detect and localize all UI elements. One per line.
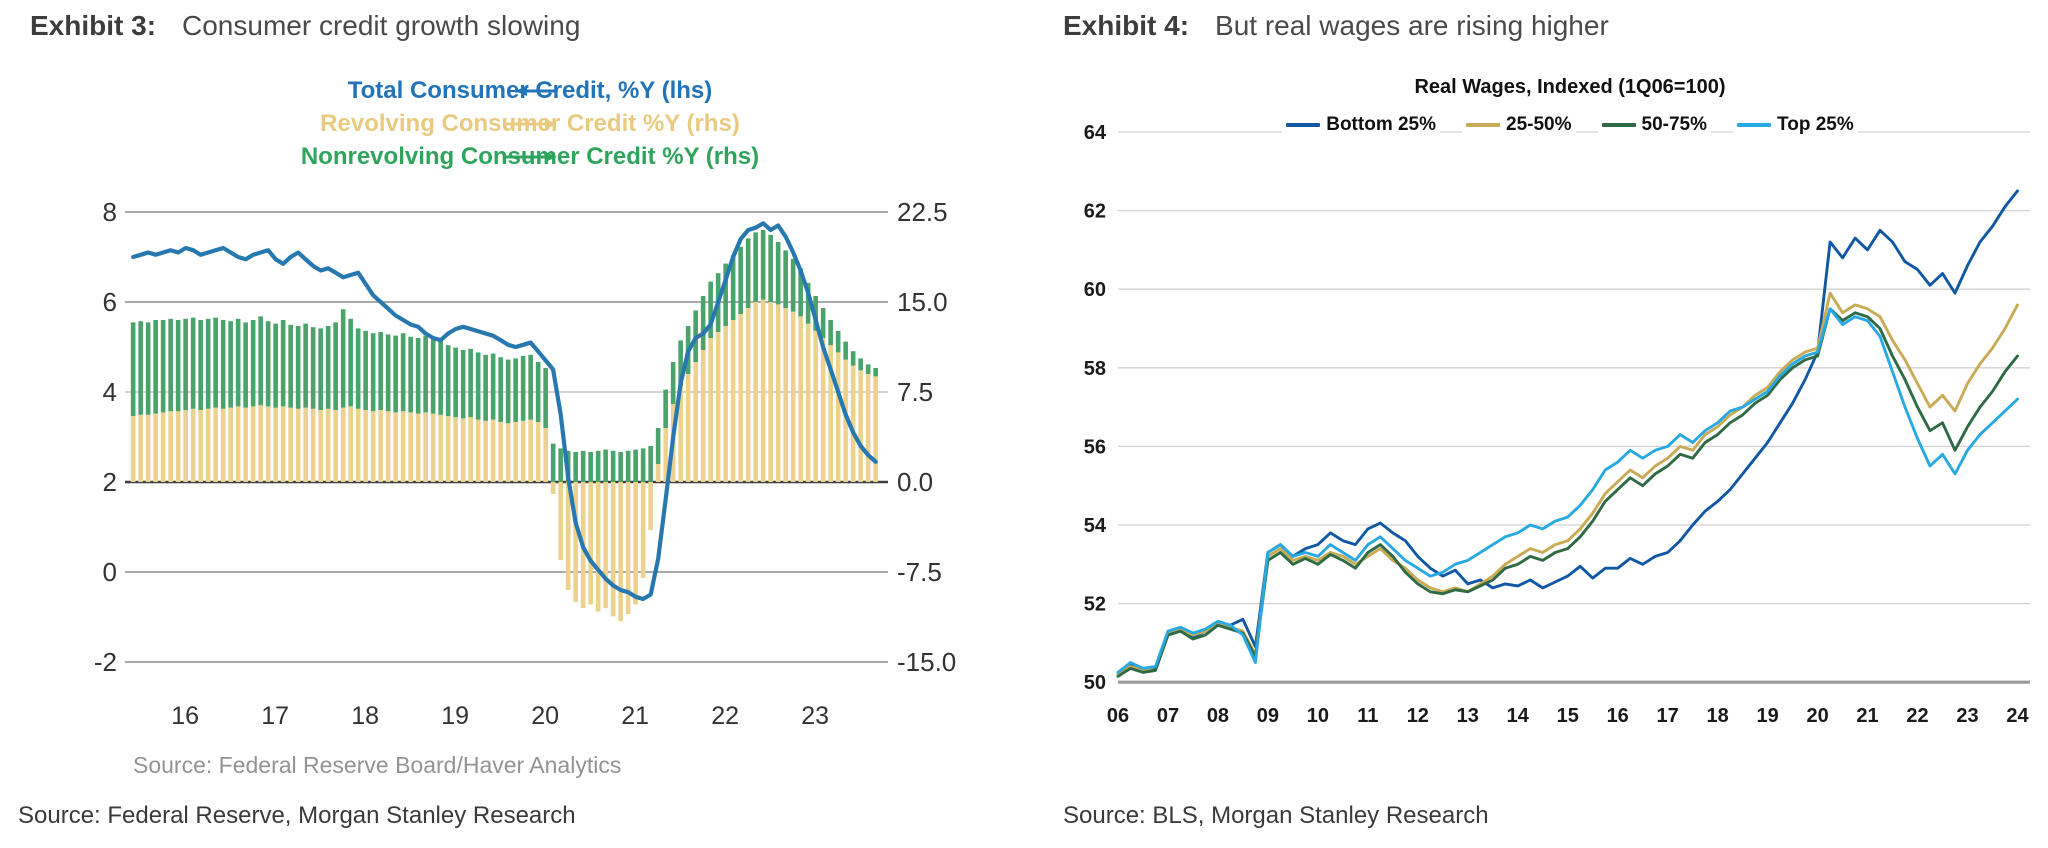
left-legend-item-0: Total Consumer Credit, %Y (lhs): [130, 74, 930, 107]
right-arrow-icon: [503, 151, 557, 162]
right-legend-item-0: Bottom 25%: [1282, 114, 1441, 136]
svg-text:2: 2: [103, 467, 117, 497]
svg-text:62: 62: [1084, 201, 1106, 223]
svg-text:22.5: 22.5: [897, 197, 948, 227]
svg-text:0.0: 0.0: [897, 467, 933, 497]
svg-text:18: 18: [1707, 705, 1729, 727]
svg-text:52: 52: [1084, 594, 1106, 616]
left-bottom-source: Source: Federal Reserve, Morgan Stanley …: [18, 802, 576, 829]
svg-text:08: 08: [1207, 705, 1229, 727]
svg-text:19: 19: [1756, 705, 1778, 727]
svg-text:14: 14: [1507, 705, 1530, 727]
svg-text:11: 11: [1357, 705, 1378, 727]
left-chart-legend: Total Consumer Credit, %Y (lhs) Revolving…: [130, 74, 930, 173]
exhibit-3-label: Exhibit 3:: [30, 10, 157, 41]
svg-text:7.5: 7.5: [897, 377, 933, 407]
svg-text:09: 09: [1257, 705, 1279, 727]
svg-text:58: 58: [1084, 358, 1106, 380]
svg-text:50: 50: [1084, 672, 1106, 694]
right-legend-item-3: Top 25%: [1733, 114, 1858, 136]
svg-text:-7.5: -7.5: [897, 557, 942, 587]
svg-text:10: 10: [1307, 705, 1329, 727]
legend-line-swatch-icon: [1737, 123, 1772, 127]
svg-text:17: 17: [261, 702, 289, 730]
right-legend-label: 50-75%: [1641, 114, 1708, 135]
right-legend-item-2: 50-75%: [1597, 114, 1712, 136]
svg-text:19: 19: [441, 702, 469, 730]
svg-text:20: 20: [531, 702, 559, 730]
svg-text:8: 8: [103, 197, 117, 227]
svg-text:17: 17: [1657, 705, 1679, 727]
left-arrow-icon: [515, 85, 557, 96]
svg-text:06: 06: [1107, 705, 1129, 727]
svg-text:22: 22: [1906, 705, 1928, 727]
right-legend-label: Top 25%: [1777, 114, 1854, 135]
svg-text:21: 21: [1856, 705, 1878, 727]
svg-text:23: 23: [1956, 705, 1978, 727]
exhibit-4-title: Exhibit 4: But real wages are rising high…: [1063, 10, 1609, 42]
svg-text:18: 18: [351, 702, 379, 730]
svg-text:12: 12: [1407, 705, 1429, 727]
svg-text:-2: -2: [94, 647, 117, 677]
svg-text:-15.0: -15.0: [897, 647, 956, 677]
svg-text:15: 15: [1557, 705, 1579, 727]
svg-text:15.0: 15.0: [897, 287, 948, 317]
legend-line-swatch-icon: [1286, 123, 1321, 127]
left-chart-source: Source: Federal Reserve Board/Haver Anal…: [133, 752, 622, 778]
left-legend-item-2: Nonrevolving Consumer Credit %Y (rhs): [130, 140, 930, 173]
right-legend-label: 25-50%: [1506, 114, 1572, 135]
legend-line-swatch-icon: [1466, 123, 1501, 127]
svg-text:56: 56: [1084, 436, 1106, 458]
right-bottom-source: Source: BLS, Morgan Stanley Research: [1063, 802, 1489, 829]
right-chart-title: Real Wages, Indexed (1Q06=100): [1414, 76, 1726, 98]
svg-text:60: 60: [1084, 279, 1106, 301]
svg-text:54: 54: [1084, 515, 1107, 537]
svg-text:24: 24: [2006, 705, 2029, 727]
left-legend-item-1: Revolving Consumer Credit %Y (rhs): [130, 107, 930, 140]
consumer-credit-chart: 8 22.5 6 15.0 4 7.5 2 0.0 0 -7.5 -2 -15.0 16 17 18 19 20…: [94, 197, 956, 730]
right-chart-legend: Bottom 25% 25-50% 50-75% Top 25%: [1120, 114, 2020, 136]
svg-text:64: 64: [1084, 122, 1107, 144]
exhibit-4-label: Exhibit 4:: [1063, 10, 1190, 41]
right-legend-item-1: 25-50%: [1462, 114, 1576, 136]
svg-text:21: 21: [621, 702, 649, 730]
svg-text:0: 0: [103, 557, 117, 587]
svg-text:13: 13: [1457, 705, 1479, 727]
svg-text:07: 07: [1157, 705, 1179, 727]
svg-text:16: 16: [171, 702, 199, 730]
exhibit-3-title: Exhibit 3: Consumer credit growth slowing: [30, 10, 580, 42]
svg-text:16: 16: [1607, 705, 1629, 727]
right-legend-label: Bottom 25%: [1326, 114, 1437, 135]
svg-text:4: 4: [103, 377, 117, 407]
legend-line-swatch-icon: [1601, 123, 1636, 127]
svg-text:23: 23: [801, 702, 829, 730]
exhibit-4-text: But real wages are rising higher: [1215, 10, 1609, 41]
right-arrow-icon: [503, 118, 557, 129]
svg-text:22: 22: [711, 702, 739, 730]
svg-text:20: 20: [1806, 705, 1828, 727]
svg-text:6: 6: [103, 287, 117, 317]
exhibit-3-text: Consumer credit growth slowing: [182, 10, 581, 41]
